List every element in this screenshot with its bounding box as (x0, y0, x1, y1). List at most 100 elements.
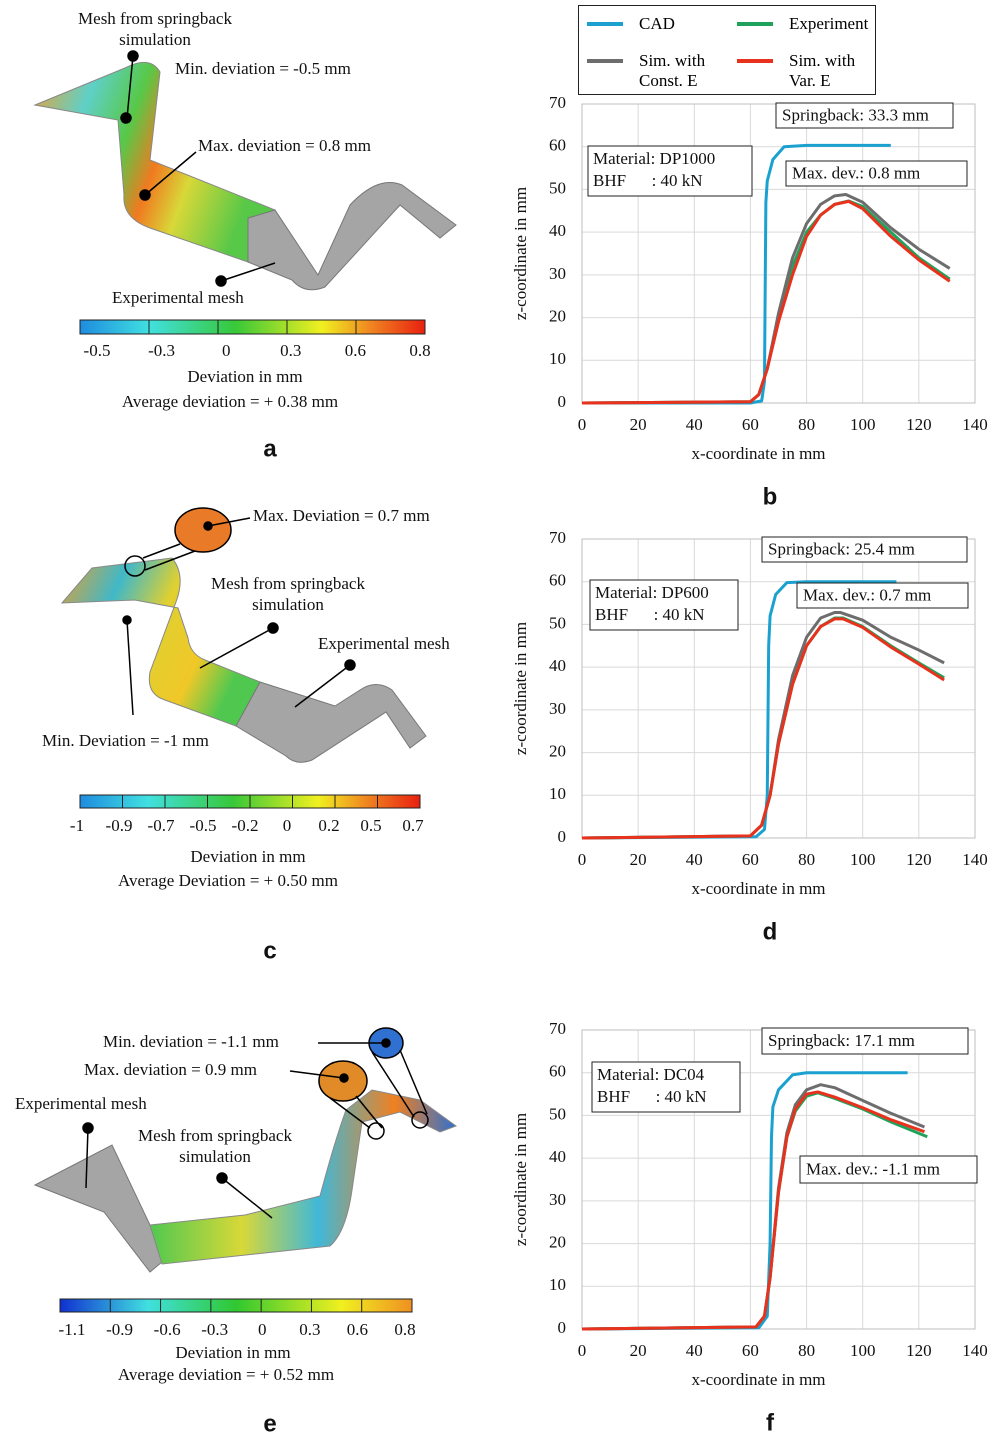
x-tick-label: 120 (906, 850, 932, 869)
x-axis-label: x-coordinate in mm (691, 1370, 825, 1389)
panel-label: f (766, 1409, 775, 1436)
y-tick-label: 60 (549, 571, 566, 590)
average-deviation: Average Deviation = + 0.50 mm (118, 871, 338, 890)
colorbar-tick-label: 0.8 (394, 1320, 415, 1339)
x-axis-label: x-coordinate in mm (691, 444, 825, 463)
x-tick-label: 40 (686, 415, 703, 434)
y-tick-label: 30 (549, 699, 566, 718)
y-tick-label: 0 (558, 392, 567, 411)
annotation: Max. deviation = 0.8 mm (198, 136, 371, 155)
y-tick-label: 40 (549, 656, 566, 675)
figure-graphics: Min. deviation = -0.5 mm Max. deviation … (0, 0, 1005, 1437)
legend-label: CAD (639, 14, 729, 34)
colorbar-tick-label: 0.2 (318, 816, 339, 835)
y-tick-label: 50 (549, 613, 566, 632)
material-text: BHF : 40 kN (593, 171, 703, 190)
y-tick-label: 20 (549, 306, 566, 325)
pointers (83, 1028, 428, 1218)
colorbar-tick-label: -0.7 (148, 816, 175, 835)
colorbar-tick-label: 0.3 (280, 341, 301, 360)
panel-label: e (263, 1410, 276, 1437)
y-tick-label: 70 (549, 528, 566, 547)
y-tick-label: 50 (549, 1104, 566, 1123)
x-tick-label: 140 (962, 850, 988, 869)
annotation: Min. deviation = -0.5 mm (175, 59, 351, 78)
material-text: Material: DC04 (597, 1065, 705, 1084)
legend-item: Sim. with Const. E (579, 51, 729, 91)
colorbar-tick-label: -0.2 (232, 816, 259, 835)
x-tick-label: 140 (962, 415, 988, 434)
x-tick-label: 0 (578, 850, 587, 869)
colorbar-tick-label: 0.8 (409, 341, 430, 360)
line-series (582, 1092, 924, 1329)
y-tick-label: 20 (549, 741, 566, 760)
x-tick-label: 100 (850, 850, 876, 869)
line-series (582, 618, 944, 838)
material-text: BHF : 40 kN (595, 605, 705, 624)
x-tick-label: 60 (742, 415, 759, 434)
annotation: Max. dev.: -1.1 mm (806, 1159, 940, 1178)
experimental-mesh (248, 183, 456, 290)
x-tick-label: 100 (850, 1341, 876, 1360)
annotation: Springback: 33.3 mm (782, 105, 929, 124)
legend-item: CAD (579, 14, 729, 34)
y-tick-label: 30 (549, 264, 566, 283)
x-tick-label: 120 (906, 415, 932, 434)
y-tick-label: 40 (549, 221, 566, 240)
colorbar-tick-label: -1.1 (59, 1320, 86, 1339)
colorbar (60, 1299, 412, 1312)
legend-item: Experiment (729, 14, 879, 34)
annotation: Max. dev.: 0.8 mm (792, 163, 920, 182)
colorbar-tick-label: -0.9 (106, 816, 133, 835)
colorbar-tick-label: -1 (70, 816, 84, 835)
x-tick-label: 0 (578, 1341, 587, 1360)
legend-item: Sim. with Var. E (729, 51, 879, 91)
annotation: Springback: 25.4 mm (768, 539, 915, 558)
colorbar-tick-label: 0 (283, 816, 292, 835)
material-text: BHF : 40 kN (597, 1087, 707, 1106)
legend-swatch (737, 22, 773, 26)
legend-swatch (737, 59, 773, 63)
x-axis-label: x-coordinate in mm (691, 879, 825, 898)
material-text: Material: DP1000 (593, 149, 715, 168)
x-tick-label: 20 (630, 415, 647, 434)
simulation-mesh (35, 62, 275, 262)
colorbar-tick-label: 0 (258, 1320, 267, 1339)
y-tick-label: 60 (549, 1062, 566, 1081)
annotation: Springback: 17.1 mm (768, 1031, 915, 1050)
y-tick-label: 10 (549, 349, 566, 368)
colorbar-tick-label: -0.5 (84, 341, 111, 360)
annotation: Experimental mesh (15, 1094, 147, 1113)
colorbar-tick-label: 0.6 (345, 341, 366, 360)
x-tick-label: 80 (798, 1341, 815, 1360)
panel-label: a (263, 435, 277, 462)
y-tick-label: 20 (549, 1232, 566, 1251)
line-series (582, 619, 944, 838)
simulation-mesh (150, 1090, 456, 1264)
panel-label: b (763, 483, 778, 510)
colorbar-title: Deviation in mm (190, 847, 305, 866)
x-tick-label: 0 (578, 415, 587, 434)
average-deviation: Average deviation = + 0.52 mm (118, 1365, 334, 1384)
colorbar-tick-label: 0.3 (299, 1320, 320, 1339)
y-tick-label: 70 (549, 93, 566, 112)
colorbar-tick-label: -0.5 (190, 816, 217, 835)
y-axis-label: z-coordinate in mm (511, 1113, 530, 1246)
colorbar-tick-label: 0.6 (347, 1320, 368, 1339)
legend-swatch (587, 59, 623, 63)
x-tick-label: 60 (742, 1341, 759, 1360)
panel-label: c (263, 937, 276, 964)
annotation: Mesh from springback simulation (193, 573, 383, 615)
colorbar-title: Deviation in mm (187, 367, 302, 386)
colorbar-tick-label: 0 (222, 341, 231, 360)
y-axis-label: z-coordinate in mm (511, 622, 530, 755)
y-tick-label: 0 (558, 827, 567, 846)
y-tick-label: 0 (558, 1318, 567, 1337)
line-series (582, 1093, 927, 1329)
y-tick-label: 10 (549, 784, 566, 803)
legend-label: Sim. with Const. E (639, 51, 729, 91)
average-deviation: Average deviation = + 0.38 mm (122, 392, 338, 411)
x-tick-label: 120 (906, 1341, 932, 1360)
experimental-mesh (236, 682, 426, 762)
